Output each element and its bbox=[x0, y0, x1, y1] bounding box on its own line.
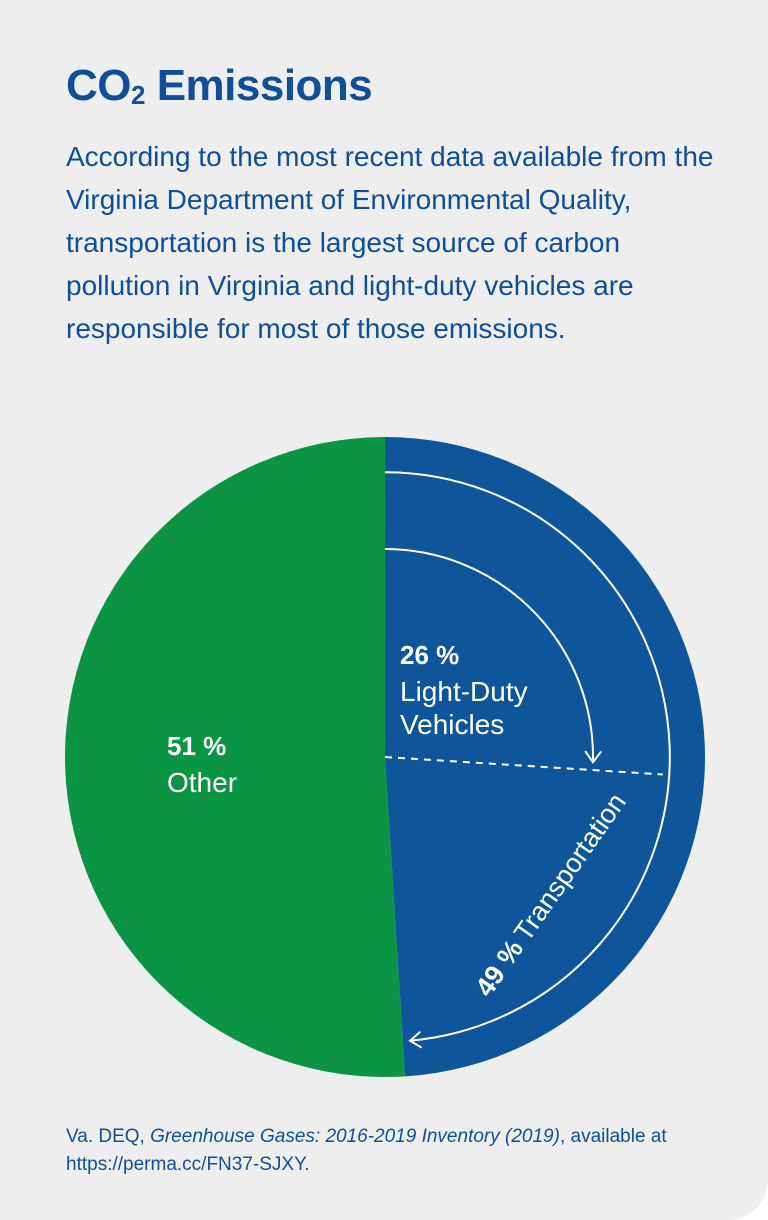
light-duty-name-line2: Vehicles bbox=[400, 709, 504, 740]
source-prefix: Va. DEQ, bbox=[66, 1126, 151, 1147]
transportation-arc-arrow bbox=[384, 471, 671, 1042]
other-name-label: Other bbox=[167, 767, 237, 798]
page-title: CO2 Emissions bbox=[66, 56, 373, 125]
pie-chart: 51 % Other 26 % Light-Duty Vehicles 49 %… bbox=[64, 437, 705, 1077]
title-co: CO bbox=[66, 61, 132, 110]
source-suffix: , available at https://perma.cc/FN37-SJX… bbox=[66, 1126, 667, 1175]
pie-slice-transportation bbox=[385, 437, 705, 1077]
intro-paragraph: According to the most recent data availa… bbox=[66, 141, 714, 344]
title-emissions: Emissions bbox=[144, 61, 373, 110]
light-duty-value-label: 26 % bbox=[400, 640, 459, 670]
light-duty-name-line1: Light-Duty bbox=[400, 676, 528, 707]
other-value-label: 51 % bbox=[167, 731, 226, 761]
source-citation: Va. DEQ, Greenhouse Gases: 2016-2019 Inv… bbox=[66, 1123, 726, 1179]
transportation-arrowhead bbox=[408, 1031, 423, 1049]
title-subscript: 2 bbox=[131, 80, 145, 110]
light-duty-arrowhead bbox=[584, 750, 603, 764]
pie-slice-other bbox=[64, 437, 406, 1077]
source-title: Greenhouse Gases: 2016-2019 Inventory (2… bbox=[150, 1126, 560, 1147]
light-duty-arc-arrow bbox=[384, 548, 594, 763]
